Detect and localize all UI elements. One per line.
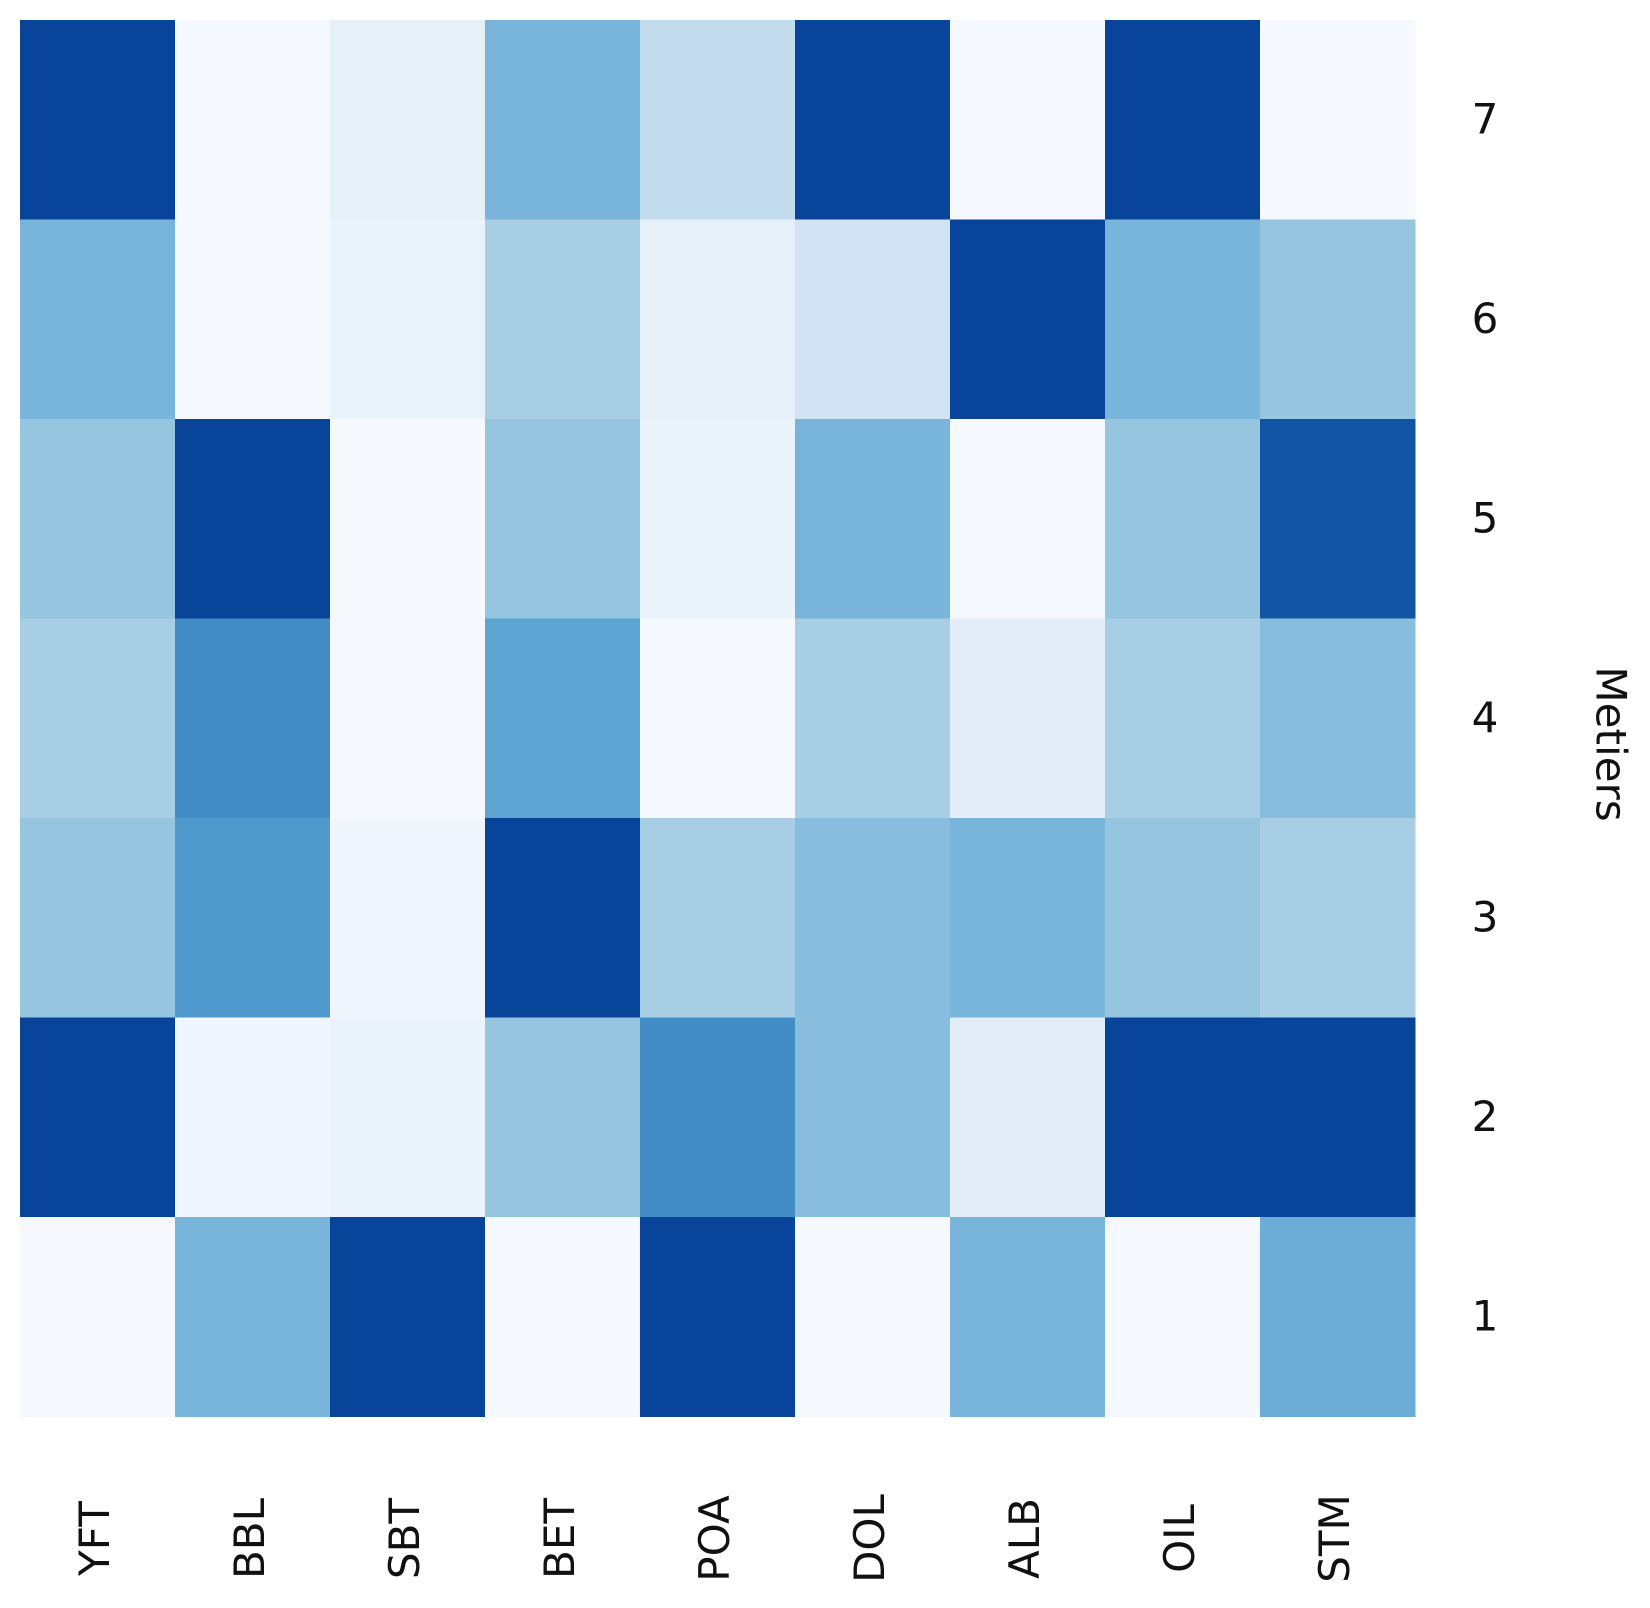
heatmap-cell-2-sbt xyxy=(330,1017,486,1218)
heatmap-cell-3-bet xyxy=(485,818,641,1018)
heatmap-cell-3-alb xyxy=(950,818,1106,1018)
y-tick-6: 6 xyxy=(1472,294,1499,343)
heatmap-cell-6-stm xyxy=(1260,219,1416,420)
heatmap-cell-5-dol xyxy=(795,419,951,619)
heatmap-cell-6-dol xyxy=(795,219,951,420)
heatmap-cell-4-dol xyxy=(795,618,951,819)
y-tick-4: 4 xyxy=(1472,693,1499,742)
heatmap-cell-3-stm xyxy=(1260,818,1416,1018)
x-tick-dol: DOL xyxy=(845,1494,894,1583)
heatmap-cell-4-bbl xyxy=(175,618,331,819)
heatmap-cell-5-alb xyxy=(950,419,1106,619)
x-tick-alb: ALB xyxy=(1000,1498,1049,1579)
y-tick-1: 1 xyxy=(1472,1291,1499,1340)
heatmap-cell-7-sbt xyxy=(330,20,486,220)
heatmap-cell-7-yft xyxy=(20,20,176,220)
heatmap-cell-3-oil xyxy=(1105,818,1261,1018)
heatmap-cell-7-stm xyxy=(1260,20,1416,220)
x-tick-bet: BET xyxy=(535,1498,584,1579)
heatmap-cell-6-oil xyxy=(1105,219,1261,420)
heatmap-cell-2-poa xyxy=(640,1017,796,1218)
heatmap-cell-7-alb xyxy=(950,20,1106,220)
heatmap-cell-7-poa xyxy=(640,20,796,220)
heatmap-cell-5-stm xyxy=(1260,419,1416,619)
heatmap-cell-3-yft xyxy=(20,818,176,1018)
heatmap-cell-1-bbl xyxy=(175,1217,331,1417)
y-tick-7: 7 xyxy=(1472,94,1499,143)
x-tick-yft: YFT xyxy=(70,1501,119,1577)
heatmap-cell-1-alb xyxy=(950,1217,1106,1417)
heatmap-cell-5-bet xyxy=(485,419,641,619)
heatmap-cell-3-sbt xyxy=(330,818,486,1018)
y-tick-3: 3 xyxy=(1472,892,1499,941)
heatmap-cell-6-bbl xyxy=(175,219,331,420)
heatmap-cell-6-yft xyxy=(20,219,176,420)
heatmap-cell-1-sbt xyxy=(330,1217,486,1417)
heatmap-cell-5-sbt xyxy=(330,419,486,619)
heatmap-cell-3-poa xyxy=(640,818,796,1018)
heatmap-cell-6-bet xyxy=(485,219,641,420)
heatmap-cell-1-poa xyxy=(640,1217,796,1417)
heatmap-cell-2-stm xyxy=(1260,1017,1416,1218)
heatmap-cell-2-dol xyxy=(795,1017,951,1218)
heatmap-cell-1-yft xyxy=(20,1217,176,1417)
y-tick-2: 2 xyxy=(1472,1092,1499,1141)
x-tick-bbl: BBL xyxy=(225,1497,274,1579)
heatmap-cell-5-bbl xyxy=(175,419,331,619)
heatmap-cell-6-poa xyxy=(640,219,796,420)
y-tick-5: 5 xyxy=(1472,493,1499,542)
heatmap-cell-4-sbt xyxy=(330,618,486,819)
heatmap-cell-4-alb xyxy=(950,618,1106,819)
heatmap-cell-2-bet xyxy=(485,1017,641,1218)
heatmap-cell-2-bbl xyxy=(175,1017,331,1218)
x-tick-stm: STM xyxy=(1310,1494,1359,1583)
heatmap-cell-4-stm xyxy=(1260,618,1416,819)
heatmap-cell-3-bbl xyxy=(175,818,331,1018)
heatmap-cell-7-dol xyxy=(795,20,951,220)
heatmap-cell-7-bet xyxy=(485,20,641,220)
y-axis-title: Metiers xyxy=(1587,666,1636,821)
heatmap-cell-1-stm xyxy=(1260,1217,1416,1417)
heatmap-cell-4-bet xyxy=(485,618,641,819)
heatmap-cell-5-poa xyxy=(640,419,796,619)
heatmap-cells xyxy=(20,20,1416,1417)
heatmap-cell-5-yft xyxy=(20,419,176,619)
heatmap-cell-3-dol xyxy=(795,818,951,1018)
heatmap-cell-2-oil xyxy=(1105,1017,1261,1218)
x-tick-labels: YFT BBL SBT BET POA DOL ALB OIL STM xyxy=(70,1494,1359,1583)
heatmap-cell-4-yft xyxy=(20,618,176,819)
heatmap-cell-6-sbt xyxy=(330,219,486,420)
heatmap-cell-2-alb xyxy=(950,1017,1106,1218)
heatmap-cell-4-poa xyxy=(640,618,796,819)
heatmap-cell-2-yft xyxy=(20,1017,176,1218)
heatmap-cell-6-alb xyxy=(950,219,1106,420)
heatmap-cell-1-bet xyxy=(485,1217,641,1417)
heatmap-cell-1-oil xyxy=(1105,1217,1261,1417)
y-tick-labels: 7 6 5 4 3 2 1 xyxy=(1472,94,1499,1340)
heatmap-cell-5-oil xyxy=(1105,419,1261,619)
heatmap-cell-7-bbl xyxy=(175,20,331,220)
x-tick-sbt: SBT xyxy=(380,1498,429,1579)
x-tick-oil: OIL xyxy=(1155,1503,1204,1572)
x-tick-poa: POA xyxy=(690,1495,739,1582)
heatmap-cell-4-oil xyxy=(1105,618,1261,819)
heatmap-cell-1-dol xyxy=(795,1217,951,1417)
heatmap-cell-7-oil xyxy=(1105,20,1261,220)
